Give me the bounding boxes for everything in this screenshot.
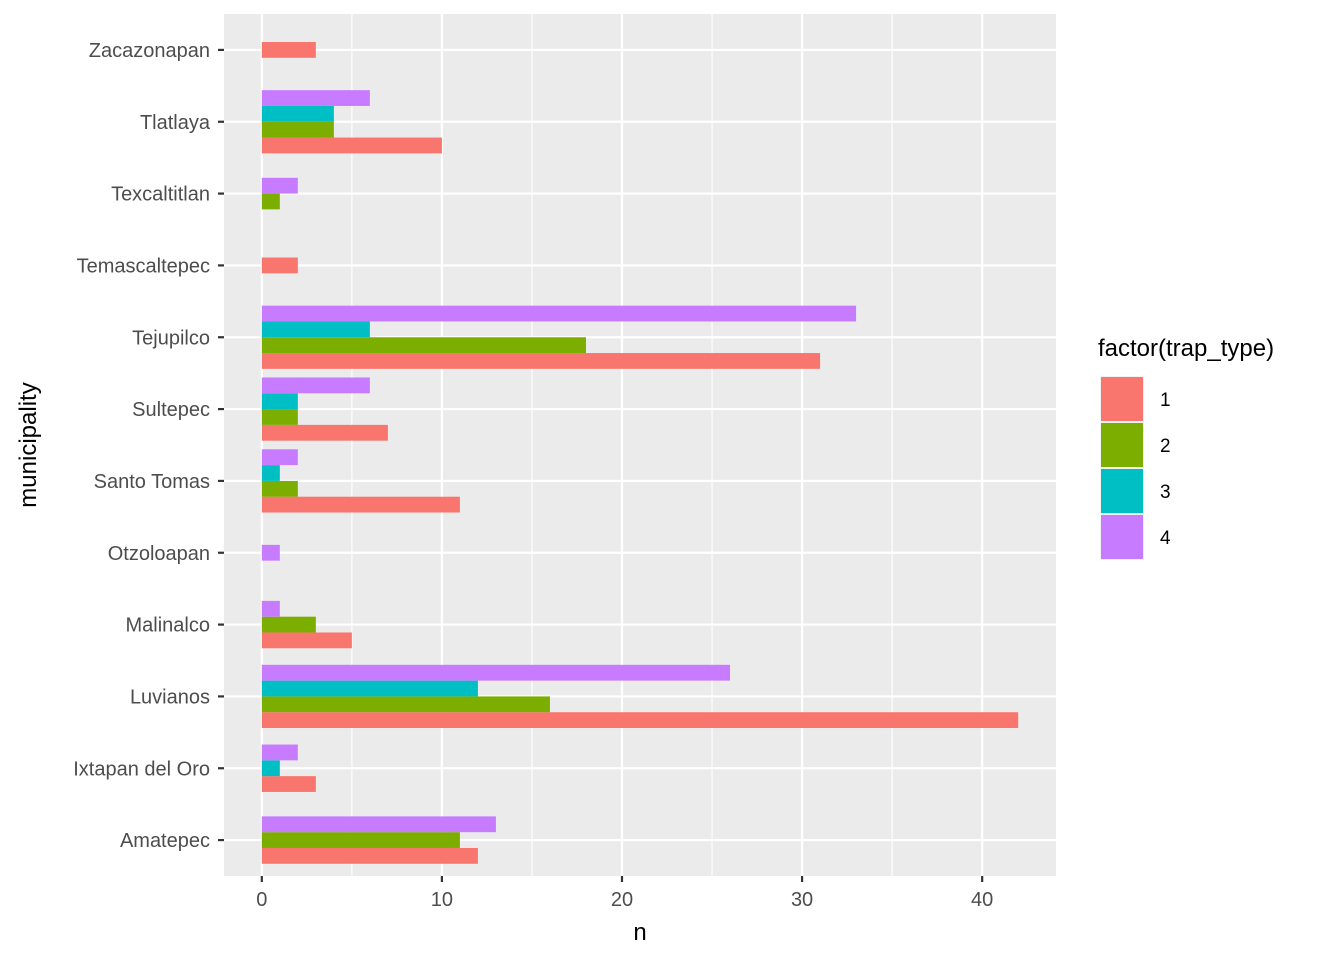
x-tick-label: 0 [256, 889, 267, 911]
bar [261, 90, 370, 106]
bar [261, 321, 370, 338]
bar [261, 137, 442, 154]
bar [261, 600, 280, 617]
bar [261, 744, 298, 761]
bar [261, 496, 460, 513]
y-tick-label: Sultepec [132, 399, 210, 421]
bar [261, 377, 370, 394]
bar [261, 42, 316, 58]
y-tick-label: Zacazonapan [89, 40, 210, 62]
bar [261, 337, 586, 354]
y-tick-label: Ixtapan del Oro [73, 758, 210, 780]
bar [261, 305, 857, 322]
bar [261, 696, 550, 713]
y-tick-label: Amatepec [120, 830, 210, 852]
bar [261, 424, 388, 441]
bar [261, 353, 821, 369]
legend: factor(trap_type) 1 2 3 4 [1098, 335, 1274, 560]
bar [261, 816, 496, 833]
legend-label: 1 [1160, 390, 1171, 411]
x-tick-label: 40 [971, 889, 993, 911]
bar [261, 847, 478, 864]
legend-key-swatch [1101, 377, 1143, 421]
bar [261, 393, 298, 410]
bar [261, 712, 1019, 729]
bar [261, 544, 280, 561]
legend-label: 4 [1160, 528, 1171, 549]
gridlines [224, 14, 1056, 876]
plot-panel [224, 14, 1056, 876]
axes: Amatepec Ixtapan del Oro Luvianos Malinalco… [73, 40, 993, 911]
legend-key-swatch [1101, 469, 1143, 513]
y-axis-title: municipality [15, 382, 42, 507]
bar [261, 449, 298, 466]
bar [261, 760, 280, 777]
bar [261, 680, 478, 697]
legend-label: 3 [1160, 482, 1171, 503]
bar [261, 632, 352, 649]
bar [261, 776, 316, 792]
y-tick-label: Luvianos [130, 686, 210, 708]
bar [261, 121, 334, 138]
y-tick-label: Temascaltepec [77, 255, 210, 277]
legend-title: factor(trap_type) [1098, 335, 1274, 362]
bar [261, 832, 460, 848]
bar [261, 480, 298, 497]
bar [261, 465, 280, 481]
y-tick-label: Tlatlaya [140, 112, 211, 134]
y-tick-label: Malinalco [126, 615, 210, 637]
bar [261, 664, 731, 681]
legend-key-swatch [1101, 423, 1143, 467]
bar [261, 409, 298, 425]
y-tick-label: Texcaltitlan [111, 184, 210, 206]
legend-label: 2 [1160, 436, 1171, 457]
legend-key-swatch [1101, 515, 1143, 559]
x-tick-label: 20 [611, 889, 633, 911]
x-axis-title: n [633, 919, 646, 946]
y-tick-label: Otzoloapan [108, 543, 210, 565]
bars [261, 42, 1019, 864]
x-tick-label: 30 [791, 889, 813, 911]
bar [261, 257, 298, 274]
y-tick-label: Tejupilco [132, 327, 210, 349]
y-tick-label: Santo Tomas [94, 471, 210, 493]
x-tick-label: 10 [431, 889, 453, 911]
bar [261, 193, 280, 210]
bar [261, 177, 298, 194]
bar [261, 105, 334, 122]
bar [261, 616, 316, 633]
